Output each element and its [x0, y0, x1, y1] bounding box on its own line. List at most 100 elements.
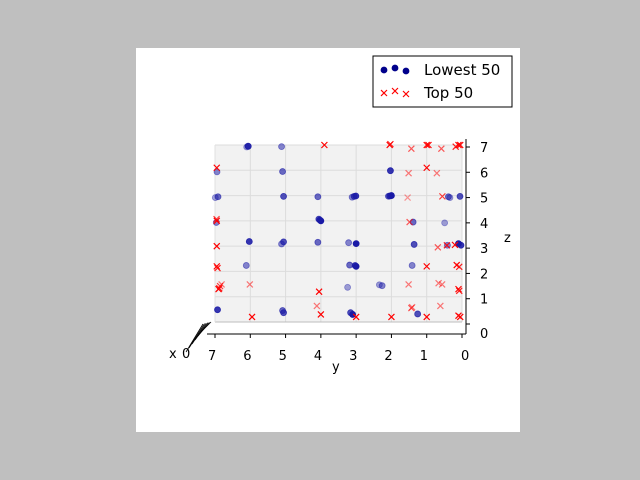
data-point-circle: [316, 216, 324, 224]
y-tick-label: 4: [314, 349, 322, 364]
data-point-circle: [278, 143, 285, 151]
data-point-circle: [244, 142, 252, 150]
data-point-x: [436, 302, 444, 310]
data-point-circle: [211, 194, 219, 201]
z-tick-label: 6: [480, 166, 488, 181]
data-point-x: [433, 169, 441, 177]
legend-box: [372, 55, 513, 108]
y-tick-label: 7: [208, 349, 216, 364]
data-point-x: [315, 288, 323, 296]
z-axis-ticks: 0 1 2 3 4 5 6 7: [466, 141, 488, 342]
data-point-circle: [457, 241, 465, 249]
data-point-x: [423, 141, 431, 149]
data-point-circle: [352, 240, 360, 248]
z-tick-label: 5: [480, 192, 488, 207]
series-top-50: [213, 140, 464, 321]
x-axis-compressed-tick: [185, 323, 204, 353]
y-tick-label: 3: [349, 349, 357, 364]
legend-entry-lowest: Lowest 50: [380, 61, 500, 79]
data-point-circle: [214, 306, 221, 314]
data-point-x: [425, 141, 432, 149]
data-point-x: [218, 280, 226, 288]
legend-cross: [391, 87, 399, 95]
data-point-x: [455, 285, 462, 293]
data-point-circle: [278, 240, 285, 248]
data-point-x: [455, 287, 463, 295]
x-axis-foreshortened: 0: [182, 321, 212, 362]
legend-circle-marker: [380, 64, 410, 75]
x-axis-label: x: [169, 347, 177, 362]
data-point-x: [320, 141, 328, 149]
z-tick-label: 4: [480, 217, 488, 232]
data-point-x: [405, 280, 413, 288]
data-point-circle: [385, 192, 392, 200]
scatter-marks: [211, 140, 465, 321]
data-point-x: [214, 264, 221, 272]
data-point-x: [406, 218, 414, 226]
data-point-circle: [214, 193, 222, 201]
data-point-x: [317, 310, 325, 318]
legend-dot: [380, 66, 388, 74]
legend-dot: [391, 64, 399, 72]
data-point-circle: [344, 283, 352, 291]
legend: Lowest 50 Top 50: [372, 55, 513, 108]
data-point-x: [435, 279, 443, 287]
data-point-x: [213, 262, 221, 270]
y-axis-label: y: [332, 360, 340, 375]
data-point-x: [387, 140, 394, 148]
legend-x-marker: [380, 87, 410, 98]
data-point-x: [407, 145, 415, 153]
legend-label-top: Top 50: [423, 84, 473, 102]
legend-entry-top: Top 50: [380, 84, 473, 102]
x-tick-label: 0: [182, 347, 190, 362]
data-point-x: [455, 263, 463, 271]
data-point-x: [404, 194, 412, 201]
y-tick-label: 1: [420, 349, 428, 364]
data-point-x: [388, 313, 395, 321]
legend-cross: [402, 90, 410, 98]
data-point-circle: [242, 262, 250, 269]
data-point-x: [434, 243, 442, 251]
data-point-circle: [378, 282, 386, 290]
data-point-x: [213, 164, 221, 172]
z-tick-label: 3: [480, 242, 488, 257]
data-point-x: [423, 164, 431, 172]
data-point-circle: [348, 193, 356, 201]
data-point-x: [443, 241, 451, 249]
y-tick-label: 6: [243, 349, 251, 364]
data-point-x: [438, 192, 446, 200]
data-point-x: [456, 141, 464, 149]
data-point-x: [213, 215, 220, 223]
data-point-circle: [456, 192, 464, 200]
plot-axes: 7 6 5 4 3 2 1 0 0 1 2 3 4 5 6 7 0 x y z: [169, 139, 511, 375]
data-point-x: [213, 242, 221, 250]
z-tick-label: 0: [480, 327, 488, 342]
data-point-circle: [345, 239, 353, 247]
y-tick-label: 2: [384, 349, 392, 364]
data-point-circle: [280, 192, 287, 200]
data-point-circle: [213, 168, 221, 176]
data-point-x: [451, 241, 459, 249]
data-point-x: [213, 217, 221, 225]
data-point-circle: [280, 309, 287, 317]
data-point-circle: [408, 262, 416, 269]
data-point-x: [405, 169, 413, 177]
data-point-x: [352, 313, 360, 321]
x-axis-compressed-tick: [188, 323, 205, 349]
data-point-circle: [445, 193, 452, 201]
data-point-circle: [351, 262, 359, 269]
data-point-x: [248, 313, 256, 321]
legend-dot: [402, 67, 410, 75]
legend-cross: [380, 89, 388, 97]
data-point-x: [313, 302, 321, 310]
data-point-x: [456, 313, 464, 321]
data-point-x: [215, 284, 223, 292]
z-tick-label: 1: [480, 293, 488, 308]
x-axis-compressed-tick: [200, 321, 212, 333]
data-point-circle: [279, 168, 286, 175]
data-point-circle: [414, 310, 422, 318]
x-axis-compressed-tick: [191, 322, 207, 345]
data-point-circle: [441, 219, 449, 227]
data-point-x: [423, 262, 431, 270]
